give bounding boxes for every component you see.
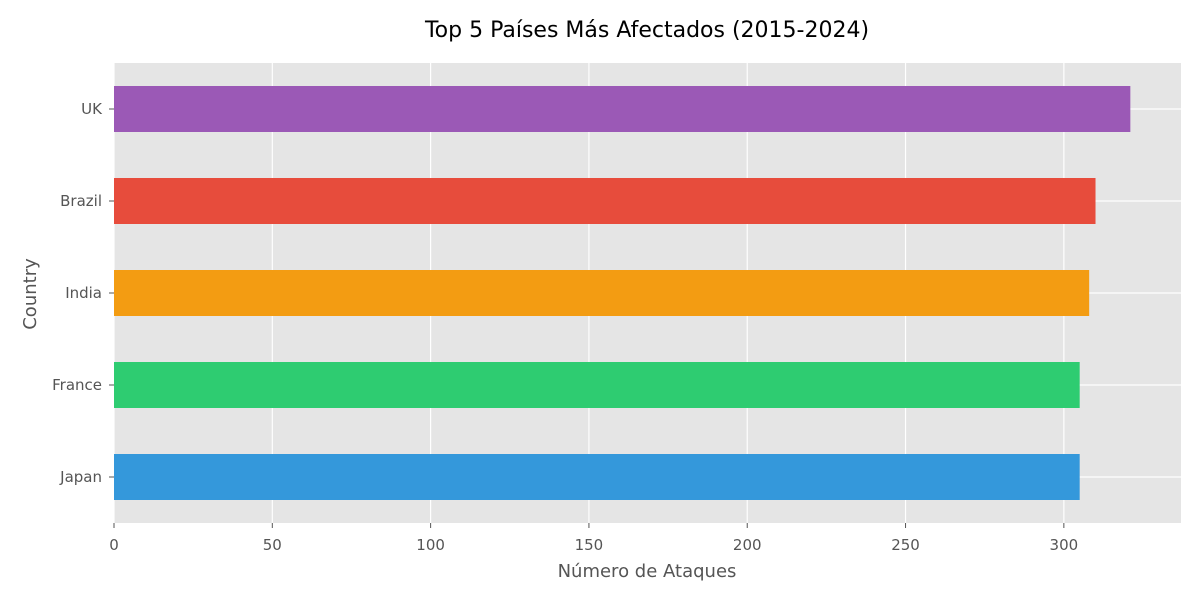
y-axis-label: Country: [20, 258, 41, 330]
y-tick-label: Brazil: [60, 192, 102, 210]
x-tick-label: 200: [733, 536, 762, 554]
y-tick-label: Japan: [59, 468, 102, 486]
x-tick-label: 50: [263, 536, 282, 554]
bar-uk: [114, 86, 1131, 132]
bars: [114, 86, 1131, 500]
x-tick-label: 150: [575, 536, 604, 554]
bar-france: [114, 362, 1080, 408]
x-tick-label: 100: [416, 536, 445, 554]
chart-title: Top 5 Países Más Afectados (2015-2024): [424, 18, 869, 43]
axis-ticks: 0 50 100 150 200 250 300 Japan France India Brazil…: [52, 100, 1078, 554]
y-tick-label: India: [65, 284, 102, 302]
x-axis-label: Número de Ataques: [558, 561, 737, 582]
y-tick-label: France: [52, 376, 102, 394]
y-tick-label: UK: [81, 100, 103, 118]
x-tick-label: 0: [109, 536, 119, 554]
x-tick-label: 250: [891, 536, 920, 554]
bar-india: [114, 270, 1090, 316]
bar-japan: [114, 454, 1080, 500]
x-tick-label: 300: [1050, 536, 1079, 554]
bar-brazil: [114, 178, 1096, 224]
